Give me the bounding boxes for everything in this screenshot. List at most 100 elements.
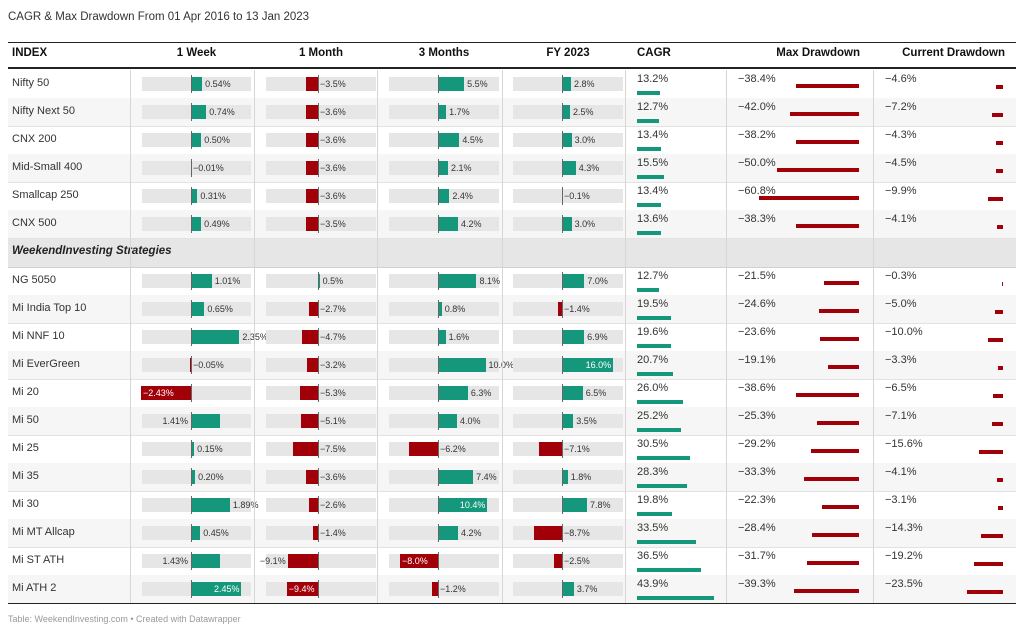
positive-bar [191,217,202,231]
table-footer: Table: WeekendInvesting.com • Created wi… [8,614,241,624]
current-drawdown-value: −14.3% [885,522,923,534]
bar-track-w1: 1.43% [142,552,251,570]
header-bottom-rule [8,67,1016,69]
positive-bar [438,414,457,428]
max-drawdown-bar [795,393,859,397]
bar-track-fy: 3.0% [513,215,623,233]
cagr-bar [637,512,672,516]
value-label: −9.4% [288,584,315,594]
column-divider [377,70,378,603]
zero-axis [191,103,192,121]
positive-bar [438,358,486,372]
max-drawdown-bar [804,477,859,481]
negative-bar [306,105,318,119]
max-drawdown-value: −38.2% [738,129,776,141]
bar-track-m3: 10.4% [389,496,499,514]
value-label: 4.0% [460,416,481,426]
bar-track-m1: −9.1% [260,552,376,570]
bar-track-w1: 0.15% [142,440,251,458]
cagr-value: 12.7% [637,270,669,282]
max-drawdown-bar [806,561,859,565]
zero-axis [191,440,192,458]
cagr-bar [637,484,687,488]
row-name: Mi 30 [12,498,39,510]
positive-bar [438,526,458,540]
row-name: CNX 500 [12,217,57,229]
zero-axis [318,468,319,486]
positive-bar [438,133,460,147]
value-label: −0.01% [193,163,224,173]
positive-bar [438,302,442,316]
section-header: WeekendInvesting Strategies [8,238,1016,268]
column-header-max-drawdown: Max Drawdown [776,47,860,59]
zero-axis [191,187,192,205]
bar-track-w1: 1.89% [142,496,258,514]
zero-axis [191,131,192,149]
value-label: 0.45% [203,528,229,538]
zero-axis [562,75,563,93]
max-drawdown-value: −29.2% [738,438,776,450]
bar-track-m3: 0.8% [389,300,499,318]
value-label: 6.3% [470,388,492,398]
bar-track-w1: 0.54% [142,75,251,93]
column-divider [873,70,874,603]
value-label: 0.8% [444,304,466,314]
value-label: 5.5% [467,79,488,89]
bar-track-m3: 8.1% [389,272,500,290]
zero-axis [318,384,319,402]
current-drawdown-bar [996,478,1003,482]
zero-axis [318,496,319,514]
negative-bar [306,470,318,484]
value-label: −2.7% [320,304,346,314]
current-drawdown-value: −3.1% [885,494,917,506]
zero-axis [191,272,192,290]
value-label: 1.7% [449,107,470,117]
bar-track-m1: −5.3% [266,384,376,402]
current-drawdown-bar [967,590,1003,594]
zero-axis [438,159,439,177]
value-label: −2.6% [320,500,346,510]
negative-bar [408,442,438,456]
current-drawdown-value: −4.5% [885,157,917,169]
bar-track-fy: 3.5% [513,412,623,430]
max-drawdown-bar [796,224,859,228]
bar-track-m1: −3.5% [266,215,376,233]
current-drawdown-bar [992,422,1003,426]
max-drawdown-value: −22.3% [738,494,776,506]
bar-track-w1: 0.31% [142,187,251,205]
negative-bar [306,77,318,91]
cagr-value: 13.2% [637,73,669,85]
zero-axis [191,215,192,233]
value-label: −0.05% [193,360,224,370]
value-label: 2.1% [450,163,472,173]
negative-bar [309,302,318,316]
value-label: −8.0% [402,556,428,566]
value-label: 1.89% [232,500,259,510]
positive-bar [191,302,205,316]
row-name: Mi ST ATH [12,554,65,566]
negative-bar [400,554,438,568]
table-row: CNX 200 0.50% −3.6% 4.5% 3.0% 13.4% −38.2% −4.3… [8,126,1016,155]
zero-axis [438,580,439,598]
value-label: 4.5% [462,135,483,145]
value-label: −5.1% [320,416,346,426]
column-divider [726,70,727,603]
current-drawdown-bar [996,225,1003,229]
zero-axis [438,187,439,205]
bar-track-m3: 5.5% [389,75,499,93]
cagr-value: 20.7% [637,354,669,366]
negative-bar [557,302,562,316]
current-drawdown-value: −5.0% [885,298,917,310]
value-label: −3.6% [320,107,346,117]
cagr-bar [637,400,683,404]
current-drawdown-value: −3.3% [885,354,917,366]
bar-track-w1: 1.41% [142,412,251,430]
bar-track-m3: −8.0% [389,552,499,570]
positive-bar [191,414,221,428]
max-drawdown-bar [795,84,859,88]
column-header-cagr: CAGR [637,47,671,59]
cagr-value: 19.8% [637,494,669,506]
zero-axis [318,103,319,121]
bar-track-m3: 4.5% [389,131,499,149]
positive-bar [438,386,468,400]
